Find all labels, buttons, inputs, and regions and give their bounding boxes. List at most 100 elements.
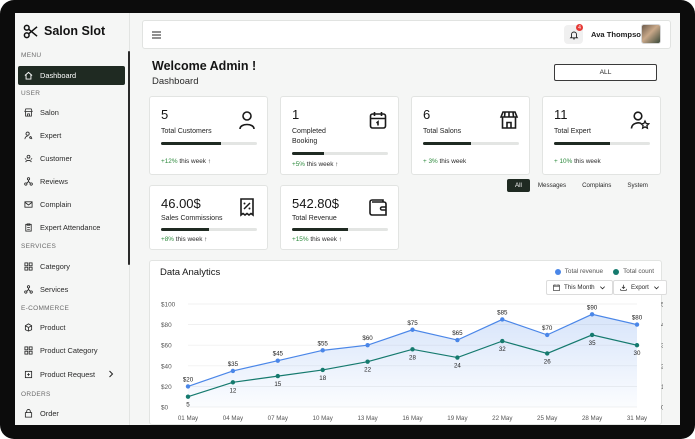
tab-complains[interactable]: Complains	[582, 182, 612, 189]
network-icon	[24, 285, 33, 294]
y-right-tick-label: 0	[661, 405, 663, 412]
sidebar-item-label: Expert Attendance	[40, 223, 101, 232]
sidebar-item-customer[interactable]: Customer	[18, 149, 125, 168]
stat-progress-bar	[554, 142, 650, 145]
legend-item-count[interactable]: Total count	[613, 268, 654, 275]
y-left-tick-label: $100	[161, 302, 176, 309]
sidebar-item-dashboard[interactable]: Dashboard	[18, 66, 125, 85]
stat-progress-fill	[161, 142, 221, 145]
sidebar-item-complain[interactable]: Complain	[18, 195, 125, 214]
menu-icon[interactable]	[151, 30, 162, 40]
x-tick-label: 31 May	[627, 415, 648, 422]
stat-change-suffix: this week ↑	[310, 236, 342, 243]
stat-change-suffix: this week ↑	[306, 161, 339, 168]
stat-value: 11	[554, 107, 568, 122]
section-menu: MENU	[21, 52, 42, 59]
brand[interactable]: Salon Slot	[23, 21, 105, 41]
tab-messages[interactable]: Messages	[537, 182, 567, 189]
legend-item-revenue[interactable]: Total revenue	[554, 268, 603, 275]
data-label: $70	[542, 325, 553, 332]
stat-trend: + 3% this week	[423, 158, 466, 165]
x-tick-label: 19 May	[447, 415, 468, 422]
y-right-tick-label: 20	[661, 363, 663, 370]
stat-card-total-expert[interactable]: 11 Total Expert + 10% this week	[542, 96, 661, 175]
sidebar-item-product[interactable]: Product	[18, 318, 125, 337]
notification-tabs: All Messages Complains System	[507, 179, 656, 192]
data-point	[185, 384, 191, 389]
data-analytics-panel: Data Analytics Total revenue Total count…	[149, 260, 667, 425]
data-point	[589, 312, 595, 317]
sidebar-item-expert[interactable]: Expert	[18, 126, 125, 145]
grid-icon	[24, 346, 33, 355]
stat-change: + 10%	[554, 158, 573, 165]
section-ecommerce: E-COMMERCE	[21, 305, 70, 312]
data-point	[185, 394, 191, 399]
data-point	[500, 317, 505, 322]
tab-system[interactable]: System	[627, 182, 648, 189]
panel-title: Data Analytics	[160, 267, 221, 278]
sidebar-item-reviews[interactable]: Reviews	[18, 172, 125, 191]
stat-card-completed-booking[interactable]: 1 Completed Booking +5% this week ↑	[280, 96, 399, 175]
data-point	[365, 343, 370, 348]
stat-trend: +12% this week ↑	[161, 158, 211, 165]
page-title: Welcome Admin !	[152, 59, 257, 73]
stat-label: Total Salons	[423, 128, 462, 135]
x-tick-label: 04 May	[223, 415, 244, 422]
period-select[interactable]: This Month	[546, 280, 613, 295]
sidebar-item-services[interactable]: Services	[18, 280, 125, 299]
data-label: $20	[183, 376, 194, 383]
data-label: 32	[499, 346, 506, 353]
stat-card-total-revenue[interactable]: 542.80$ Total Revenue +15% this week ↑	[280, 185, 399, 250]
sidebar-scrollbar[interactable]	[128, 51, 130, 265]
box-icon	[24, 323, 33, 332]
data-label: $90	[587, 304, 598, 311]
stat-card-total-customers[interactable]: 5 Total Customers +12% this week ↑	[149, 96, 268, 175]
people-icon	[24, 154, 33, 163]
notification-badge: 4	[576, 24, 583, 31]
export-button[interactable]: Export	[613, 280, 667, 295]
sidebar-item-label: Reviews	[40, 177, 68, 186]
sidebar-item-expert-attendance[interactable]: Expert Attendance	[18, 218, 125, 237]
user-name[interactable]: Ava Thompson	[591, 30, 646, 39]
data-point	[634, 322, 640, 327]
avatar[interactable]	[641, 24, 661, 44]
y-left-tick-label: $40	[161, 363, 172, 370]
y-right-tick-label: 50	[661, 302, 663, 309]
stat-card-sales-commissions[interactable]: 46.00$ Sales Commissions +8% this week ↑	[149, 185, 268, 250]
stat-change: +8%	[161, 236, 174, 243]
user-star-icon	[630, 111, 650, 130]
sidebar-item-product-request[interactable]: Product Request	[18, 365, 125, 384]
stat-change-suffix: this week	[439, 158, 467, 165]
stat-card-total-salons[interactable]: 6 Total Salons + 3% this week	[411, 96, 530, 175]
data-point	[455, 337, 460, 343]
data-point	[230, 368, 236, 374]
stat-progress-bar	[161, 142, 257, 145]
stat-change: +5%	[292, 161, 305, 168]
stat-progress-fill	[554, 142, 610, 145]
sidebar-item-salon[interactable]: Salon	[18, 103, 125, 122]
stat-label: Total Customers	[161, 128, 212, 135]
sidebar-item-order[interactable]: Order	[18, 404, 125, 423]
sidebar-item-label: Expert	[40, 131, 62, 140]
data-label: $60	[362, 335, 373, 342]
calendar-icon	[369, 112, 387, 129]
user-icon	[239, 111, 255, 130]
data-label: 26	[544, 358, 551, 365]
chevron-right-icon[interactable]	[107, 370, 115, 378]
chevron-down-icon	[653, 286, 659, 290]
sidebar-item-product-category[interactable]: Product Category	[18, 341, 125, 360]
data-label: 5	[186, 402, 190, 409]
sidebar-item-label: Complain	[40, 200, 72, 209]
tab-all[interactable]: All	[507, 179, 530, 192]
stat-trend: +8% this week ↑	[161, 236, 207, 243]
data-label: $75	[407, 320, 418, 327]
data-label: $55	[318, 340, 329, 347]
stat-progress-bar	[423, 142, 519, 145]
home-icon	[24, 71, 33, 80]
all-filter-button[interactable]: ALL	[554, 64, 657, 81]
stat-label: Completed Booking	[292, 128, 326, 145]
sidebar-item-category[interactable]: Category	[18, 257, 125, 276]
y-left-tick-label: $20	[161, 384, 172, 391]
stat-change: + 3%	[423, 158, 438, 165]
